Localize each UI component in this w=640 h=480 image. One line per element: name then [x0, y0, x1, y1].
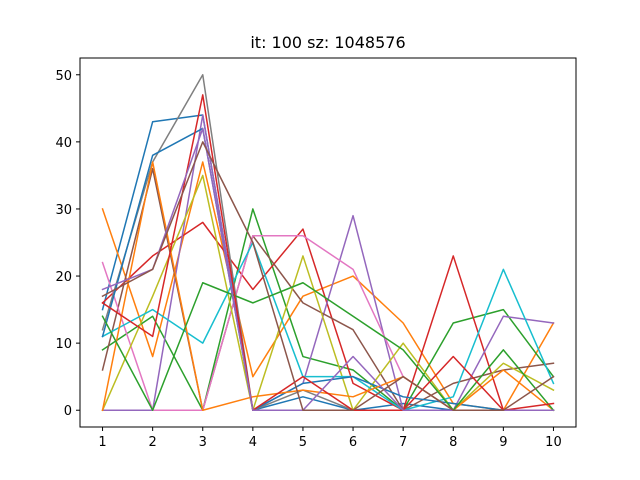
series-layer — [101, 74, 555, 412]
plot-frame — [79, 57, 577, 428]
y-tick-label: 20 — [55, 270, 72, 285]
y-tick-label: 10 — [55, 337, 72, 352]
x-tick-label: 10 — [545, 435, 562, 450]
series-line-13 — [101, 282, 555, 412]
y-tick-label: 0 — [64, 404, 72, 419]
x-tick-label: 9 — [499, 435, 507, 450]
x-tick-label: 5 — [299, 435, 307, 450]
y-tick-label: 50 — [55, 69, 72, 84]
series-line-14 — [101, 94, 555, 411]
x-tick-label: 3 — [199, 435, 207, 450]
x-tick-label: 7 — [399, 435, 407, 450]
series-line-3 — [101, 208, 555, 411]
series-line-16 — [101, 141, 555, 411]
y-tick-label: 30 — [55, 203, 72, 218]
x-tick-label: 1 — [98, 435, 106, 450]
series-line-11 — [101, 127, 555, 411]
x-tick-label: 6 — [349, 435, 357, 450]
x-tick-label: 8 — [449, 435, 457, 450]
series-line-10 — [101, 241, 555, 411]
series-line-9 — [101, 174, 555, 412]
x-tick-label: 4 — [249, 435, 257, 450]
chart-title: it: 100 sz: 1048576 — [250, 33, 405, 52]
axes-layer: 1 2 3 4 5 6 7 8 9 10 0 10 20 30 40 50 — [55, 57, 577, 450]
y-tick-label: 40 — [55, 136, 72, 151]
x-tick-label: 2 — [149, 435, 157, 450]
